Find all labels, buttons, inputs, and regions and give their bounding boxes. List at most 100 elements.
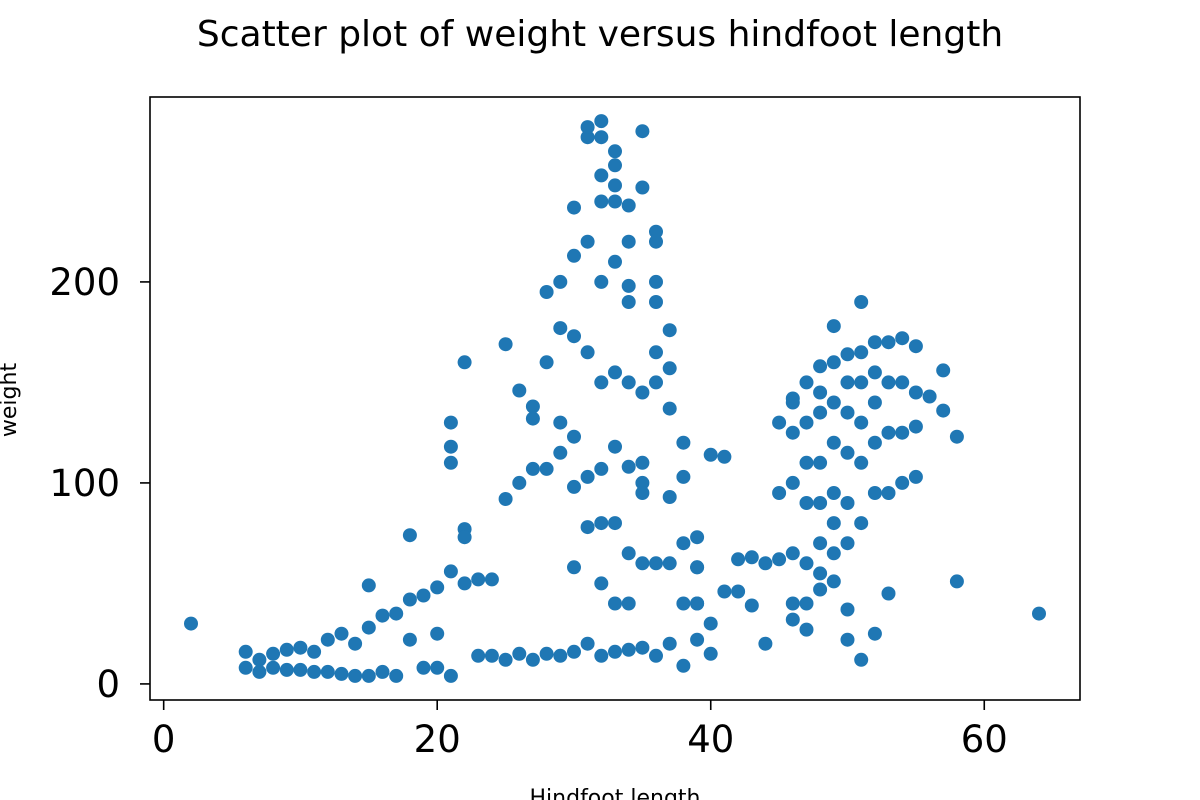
data-point (813, 496, 828, 510)
data-point (567, 560, 581, 575)
data-point (785, 425, 800, 440)
data-point (635, 640, 650, 655)
data-point (854, 516, 869, 531)
data-point (662, 636, 677, 651)
data-point (512, 383, 527, 398)
data-point (867, 435, 882, 450)
data-point (252, 652, 267, 667)
data-point (567, 200, 581, 215)
data-point (854, 455, 869, 470)
data-point (621, 375, 636, 390)
data-point (553, 445, 568, 460)
data-point (608, 254, 622, 269)
data-point (484, 572, 499, 587)
data-point (594, 114, 609, 129)
data-point (867, 335, 882, 350)
data-point (772, 415, 787, 430)
data-point (361, 668, 376, 683)
data-point (813, 405, 828, 420)
data-point (320, 632, 335, 647)
data-point (580, 120, 595, 135)
data-point (895, 375, 910, 390)
data-point (826, 395, 841, 410)
data-point (635, 556, 650, 571)
data-point (594, 130, 609, 145)
data-point (430, 580, 445, 595)
data-point (471, 648, 486, 663)
data-point (361, 578, 376, 593)
data-point (567, 329, 581, 344)
data-point (389, 606, 404, 621)
data-point (949, 429, 964, 444)
data-point (854, 345, 869, 360)
x-tick-label: 60 (961, 718, 1008, 761)
data-point (539, 461, 554, 476)
data-point (813, 566, 828, 581)
points-layer (184, 114, 1046, 683)
data-point (703, 646, 718, 661)
data-point (799, 622, 814, 637)
data-point (936, 403, 951, 418)
data-point (881, 375, 896, 390)
data-point (279, 662, 294, 677)
y-tick-label: 100 (49, 462, 120, 505)
data-point (293, 640, 308, 655)
data-point (840, 445, 855, 460)
data-point (621, 642, 636, 657)
data-point (785, 596, 800, 611)
data-point (361, 620, 376, 635)
data-point (649, 274, 663, 289)
data-point (539, 285, 554, 299)
data-point (908, 469, 923, 484)
data-point (375, 664, 390, 679)
data-point (649, 224, 663, 239)
data-point (608, 158, 622, 173)
data-point (826, 546, 841, 561)
data-point (703, 616, 718, 631)
data-point (690, 560, 705, 575)
data-point (690, 530, 705, 545)
data-point (348, 668, 363, 683)
data-point (922, 389, 937, 404)
data-point (662, 490, 677, 504)
plot-frame (149, 96, 1081, 701)
data-point (690, 632, 705, 647)
data-point (813, 582, 828, 597)
data-point (580, 345, 595, 360)
data-point (717, 449, 732, 464)
data-point (772, 552, 787, 567)
data-point (498, 652, 513, 667)
data-point (498, 492, 513, 506)
data-point (813, 536, 828, 551)
data-point (402, 592, 417, 607)
data-point (430, 660, 445, 675)
data-point (457, 576, 472, 591)
data-point (594, 576, 609, 591)
data-point (443, 415, 458, 430)
data-point (840, 375, 855, 390)
data-point (635, 180, 650, 195)
data-point (949, 574, 964, 589)
data-point (649, 375, 663, 390)
data-point (895, 331, 910, 346)
data-point (690, 596, 705, 611)
data-point (580, 234, 595, 249)
data-point (621, 459, 636, 474)
data-point (635, 475, 650, 490)
data-point (443, 564, 458, 579)
data-point (567, 479, 581, 494)
data-point (594, 194, 609, 209)
data-point (649, 648, 663, 663)
data-point (266, 646, 281, 661)
data-point (840, 602, 855, 617)
data-point (457, 530, 472, 545)
data-point (279, 642, 294, 657)
data-point (416, 588, 431, 603)
data-point (266, 660, 281, 675)
data-point (785, 546, 800, 561)
data-point (402, 632, 417, 647)
data-point (553, 321, 568, 336)
data-point (621, 295, 636, 309)
data-point (758, 636, 773, 651)
data-point (621, 546, 636, 561)
